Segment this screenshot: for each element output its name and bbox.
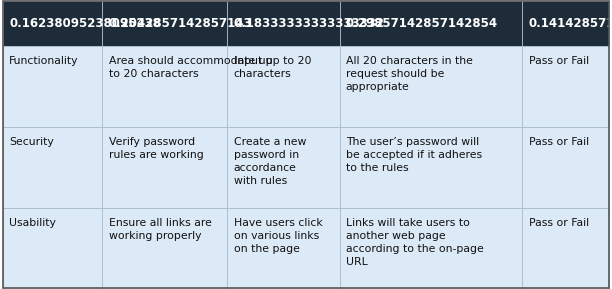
Bar [102, 208, 228, 289]
Text: Verify password
rules are working: Verify password rules are working [108, 137, 203, 160]
Text: Pass or Fail: Pass or Fail [529, 218, 589, 228]
Text: Usability: Usability [9, 218, 56, 228]
Text: 0.2042857142857143: 0.2042857142857143 [108, 17, 252, 30]
Text: Pass or Fail: Pass or Fail [529, 137, 589, 147]
Bar [340, 46, 523, 127]
Bar [523, 208, 609, 289]
Text: Functionality: Functionality [9, 56, 79, 66]
Text: Pass or Fail: Pass or Fail [529, 56, 589, 66]
Bar [3, 127, 102, 208]
Bar [340, 1, 523, 46]
Text: Have users click
on various links
on the page: Have users click on various links on the… [234, 218, 323, 254]
Bar [102, 46, 228, 127]
Bar [102, 127, 228, 208]
Text: Links will take users to
another web page
according to the on-page
URL: Links will take users to another web pag… [346, 218, 483, 266]
Text: Input up to 20
characters: Input up to 20 characters [234, 56, 311, 79]
Bar [228, 208, 340, 289]
Text: All 20 characters in the
request should be
appropriate: All 20 characters in the request should … [346, 56, 472, 92]
Bar [102, 1, 228, 46]
Bar [340, 127, 523, 208]
Bar [228, 1, 340, 46]
Bar [523, 127, 609, 208]
Text: 0.29857142857142854: 0.29857142857142854 [346, 17, 498, 30]
Text: 0.18333333333333332: 0.18333333333333332 [234, 17, 384, 30]
Text: The user’s password will
be accepted if it adheres
to the rules: The user’s password will be accepted if … [346, 137, 482, 173]
Bar [523, 1, 609, 46]
Bar [340, 208, 523, 289]
Bar [3, 1, 102, 46]
Bar [228, 127, 340, 208]
Bar [3, 46, 102, 127]
Bar [228, 46, 340, 127]
Text: Ensure all links are
working properly: Ensure all links are working properly [108, 218, 211, 241]
Text: Security: Security [9, 137, 54, 147]
Text: 0.14142857142857143: 0.14142857142857143 [529, 17, 612, 30]
Text: 0.16238095238095238: 0.16238095238095238 [9, 17, 161, 30]
Text: Create a new
password in
accordance
with rules: Create a new password in accordance with… [234, 137, 306, 186]
Bar [523, 46, 609, 127]
Text: Area should accommodate up
to 20 characters: Area should accommodate up to 20 charact… [108, 56, 272, 79]
Bar [3, 208, 102, 289]
